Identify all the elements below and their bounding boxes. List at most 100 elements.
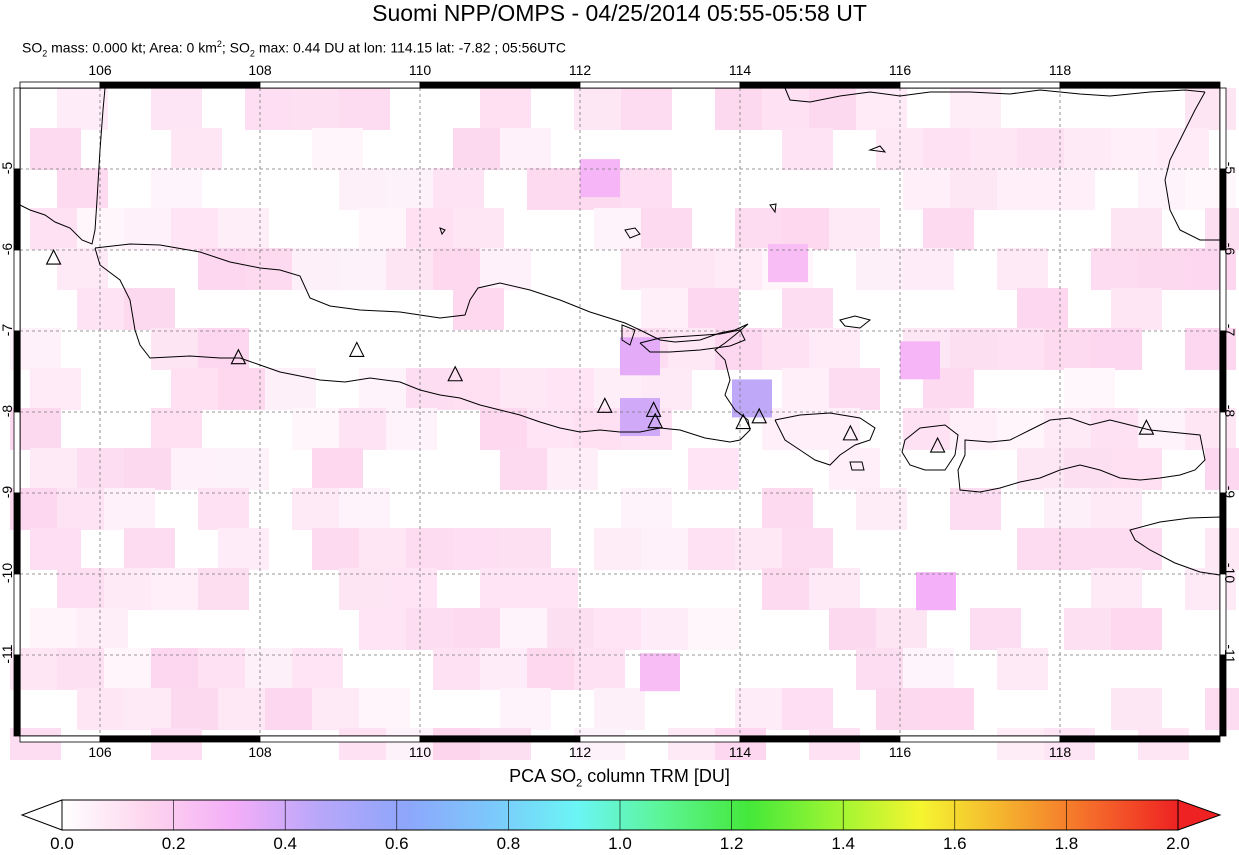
so2-cell xyxy=(856,88,907,130)
neatline-top xyxy=(99,81,261,89)
so2-cell xyxy=(1111,688,1162,730)
lat-tick-label-left: -5 xyxy=(0,161,15,175)
so2-cell xyxy=(1091,568,1142,610)
so2-cell xyxy=(1044,168,1095,210)
so2-cell xyxy=(527,568,578,610)
colorbar-tick-label: 0.6 xyxy=(384,834,409,853)
coast-sumbawa xyxy=(957,417,1206,493)
colorbar-tick-label: 1.6 xyxy=(942,834,967,853)
so2-cell xyxy=(527,408,578,450)
so2-cell xyxy=(198,568,249,610)
so2-cell xyxy=(245,648,296,690)
so2-cell xyxy=(500,608,551,650)
so2-cell xyxy=(359,528,410,570)
page-title: Suomi NPP/OMPS - 04/25/2014 05:55-05:58 … xyxy=(372,0,867,26)
lat-tick-label-right: -9 xyxy=(1222,485,1238,499)
coast-sumatra xyxy=(19,87,106,245)
so2-cell xyxy=(265,688,316,730)
so2-cell xyxy=(500,688,551,730)
coast-kalimantan xyxy=(784,87,1206,103)
neatline-top xyxy=(899,81,1061,89)
so2-cell xyxy=(57,488,108,530)
colorbar-over-arrow xyxy=(1177,799,1222,831)
so2-cell xyxy=(1185,568,1236,610)
so2-cell xyxy=(1064,448,1115,490)
neatline-bottom xyxy=(899,735,1061,743)
so2-cell xyxy=(735,208,786,250)
so2-cell xyxy=(433,168,484,210)
lat-tick-label-right: -6 xyxy=(1222,242,1238,256)
so2-cell xyxy=(923,208,974,250)
so2-cell xyxy=(218,688,269,730)
coast-lombok xyxy=(901,424,959,471)
so2-cell xyxy=(997,248,1048,290)
so2-cell xyxy=(292,88,343,130)
colorbar-tick-label: 1.8 xyxy=(1054,834,1079,853)
so2-cell xyxy=(735,528,786,570)
so2-cell xyxy=(782,208,833,250)
so2-cell xyxy=(1091,248,1142,290)
coast-bawean xyxy=(624,227,641,239)
so2-cell xyxy=(903,168,954,210)
so2-cell xyxy=(151,168,202,210)
so2-cell xyxy=(688,528,739,570)
so2-cell xyxy=(1064,608,1115,650)
lat-tick-label-left: -7 xyxy=(0,323,15,337)
so2-cell xyxy=(57,248,108,290)
so2-cell xyxy=(77,608,128,650)
volcano-triangle xyxy=(647,412,664,429)
lon-tick-label-top: 106 xyxy=(88,62,112,78)
so2-cell xyxy=(77,288,128,330)
so2-cell xyxy=(1185,328,1236,370)
so2-cell xyxy=(1185,408,1236,450)
so2-cell-high xyxy=(640,653,680,692)
so2-cell xyxy=(621,168,672,210)
so2-cell xyxy=(104,568,155,610)
colorbar-tick-label: 0.8 xyxy=(496,834,521,853)
neatline-bottom xyxy=(19,735,101,743)
neatline-top xyxy=(259,81,421,89)
colorbar-tick-label: 2.0 xyxy=(1166,834,1190,853)
volcano-triangle xyxy=(735,413,752,430)
so2-cell xyxy=(77,688,128,730)
volcano-triangle xyxy=(1138,418,1155,435)
so2-cell xyxy=(245,88,296,130)
so2-cell xyxy=(171,208,222,250)
so2-cell xyxy=(500,368,551,410)
lon-tick-label-bottom: 118 xyxy=(1048,744,1072,760)
so2-cell xyxy=(151,568,202,610)
so2-cell xyxy=(950,328,1001,370)
so2-cell xyxy=(527,168,578,210)
so2-cell xyxy=(124,688,175,730)
coast-small3 xyxy=(621,324,636,346)
colorbar-under-arrow xyxy=(20,799,63,831)
so2-cell xyxy=(621,488,672,530)
so2-cell xyxy=(668,248,719,290)
so2-cell xyxy=(1111,288,1162,330)
neatline-top xyxy=(739,81,901,89)
so2-cell xyxy=(339,248,390,290)
so2-cell xyxy=(171,448,222,490)
volcano-triangle xyxy=(751,407,768,424)
so2-cell xyxy=(292,488,343,530)
lat-tick-label-left: -10 xyxy=(0,562,15,584)
so2-cell xyxy=(829,448,880,490)
so2-cell xyxy=(171,688,222,730)
colorbar-tick-label: 0.0 xyxy=(50,834,74,853)
neatline-right xyxy=(1219,654,1227,737)
so2-cell xyxy=(124,448,175,490)
lat-tick-label-left: -8 xyxy=(0,404,15,418)
so2-cell xyxy=(265,368,316,410)
so2-cell xyxy=(433,648,484,690)
so2-cell xyxy=(453,528,504,570)
coast-madura xyxy=(639,329,746,353)
neatline-bottom xyxy=(419,735,581,743)
so2-cell xyxy=(1111,448,1162,490)
so2-cell xyxy=(124,288,175,330)
colorbar-tick-label: 1.4 xyxy=(831,834,855,853)
so2-cell xyxy=(480,248,531,290)
lon-tick-label-bottom: 108 xyxy=(248,744,272,760)
so2-cell xyxy=(688,288,739,330)
so2-cell xyxy=(574,88,625,130)
so2-cell xyxy=(359,688,410,730)
